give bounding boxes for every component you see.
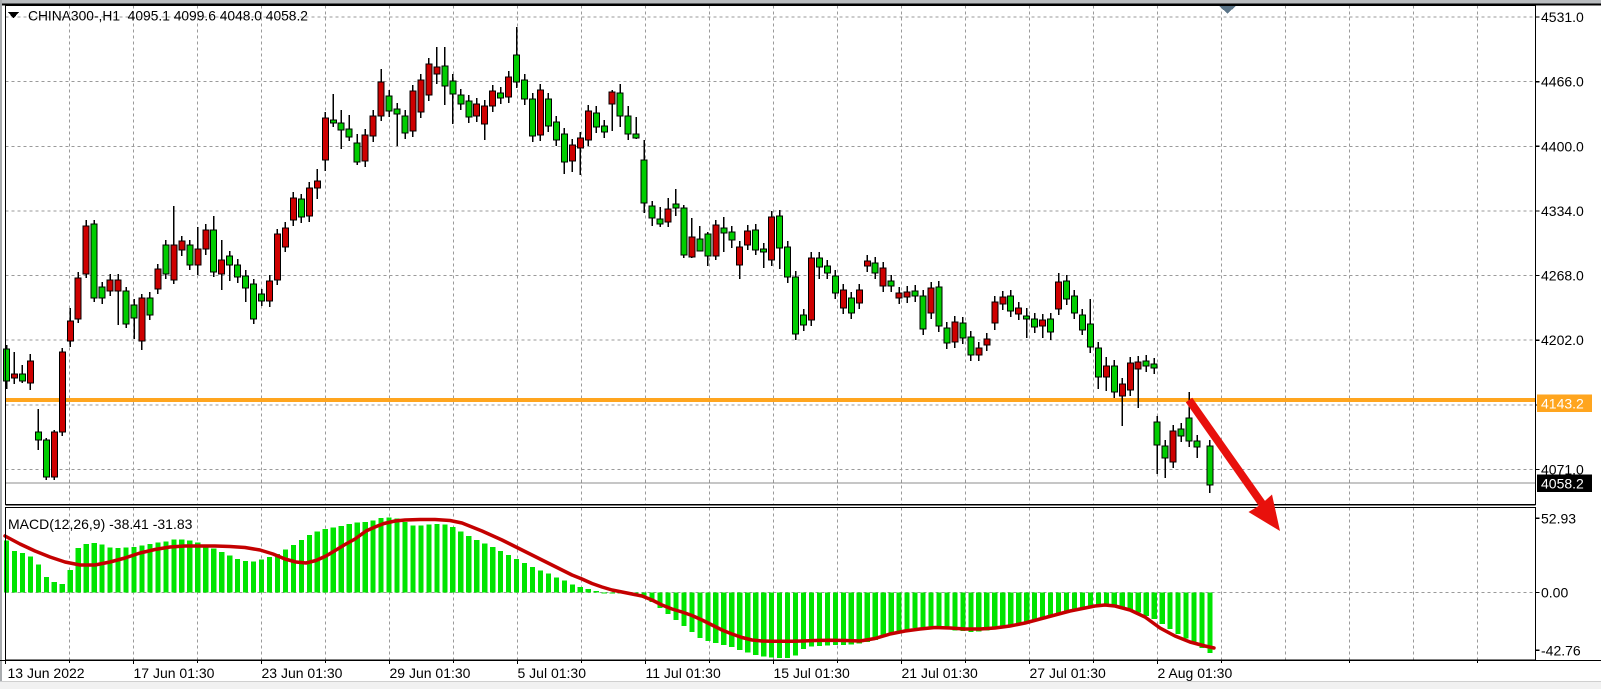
svg-text:29 Jun 01:30: 29 Jun 01:30 bbox=[390, 665, 471, 681]
svg-text:0.00: 0.00 bbox=[1541, 585, 1568, 601]
svg-text:4334.0: 4334.0 bbox=[1541, 203, 1584, 219]
svg-text:4058.2: 4058.2 bbox=[1541, 476, 1584, 492]
svg-text:4400.0: 4400.0 bbox=[1541, 138, 1584, 154]
svg-text:4531.0: 4531.0 bbox=[1541, 9, 1584, 25]
svg-text:13 Jun 2022: 13 Jun 2022 bbox=[8, 665, 85, 681]
svg-text:4268.0: 4268.0 bbox=[1541, 268, 1584, 284]
svg-text:5 Jul 01:30: 5 Jul 01:30 bbox=[518, 665, 587, 681]
svg-text:17 Jun 01:30: 17 Jun 01:30 bbox=[134, 665, 215, 681]
svg-text:23 Jun 01:30: 23 Jun 01:30 bbox=[262, 665, 343, 681]
svg-text:52.93: 52.93 bbox=[1541, 510, 1576, 526]
svg-text:4143.2: 4143.2 bbox=[1541, 395, 1584, 411]
svg-text:21 Jul 01:30: 21 Jul 01:30 bbox=[902, 665, 978, 681]
svg-text:15 Jul 01:30: 15 Jul 01:30 bbox=[774, 665, 850, 681]
svg-text:MACD(12,26,9) -38.41 -31.83: MACD(12,26,9) -38.41 -31.83 bbox=[8, 516, 193, 532]
svg-text:CHINA300-,H1 4095.1 4099.6 40: CHINA300-,H1 4095.1 4099.6 4048.0 4058.2 bbox=[28, 9, 308, 24]
svg-text:27 Jul 01:30: 27 Jul 01:30 bbox=[1030, 665, 1106, 681]
svg-text:4202.0: 4202.0 bbox=[1541, 332, 1584, 348]
svg-text:4466.0: 4466.0 bbox=[1541, 74, 1584, 90]
svg-text:2 Aug 01:30: 2 Aug 01:30 bbox=[1158, 665, 1233, 681]
svg-text:4071.0: 4071.0 bbox=[1541, 462, 1584, 478]
svg-text:11 Jul 01:30: 11 Jul 01:30 bbox=[646, 665, 721, 681]
svg-text:-42.76: -42.76 bbox=[1541, 642, 1581, 658]
